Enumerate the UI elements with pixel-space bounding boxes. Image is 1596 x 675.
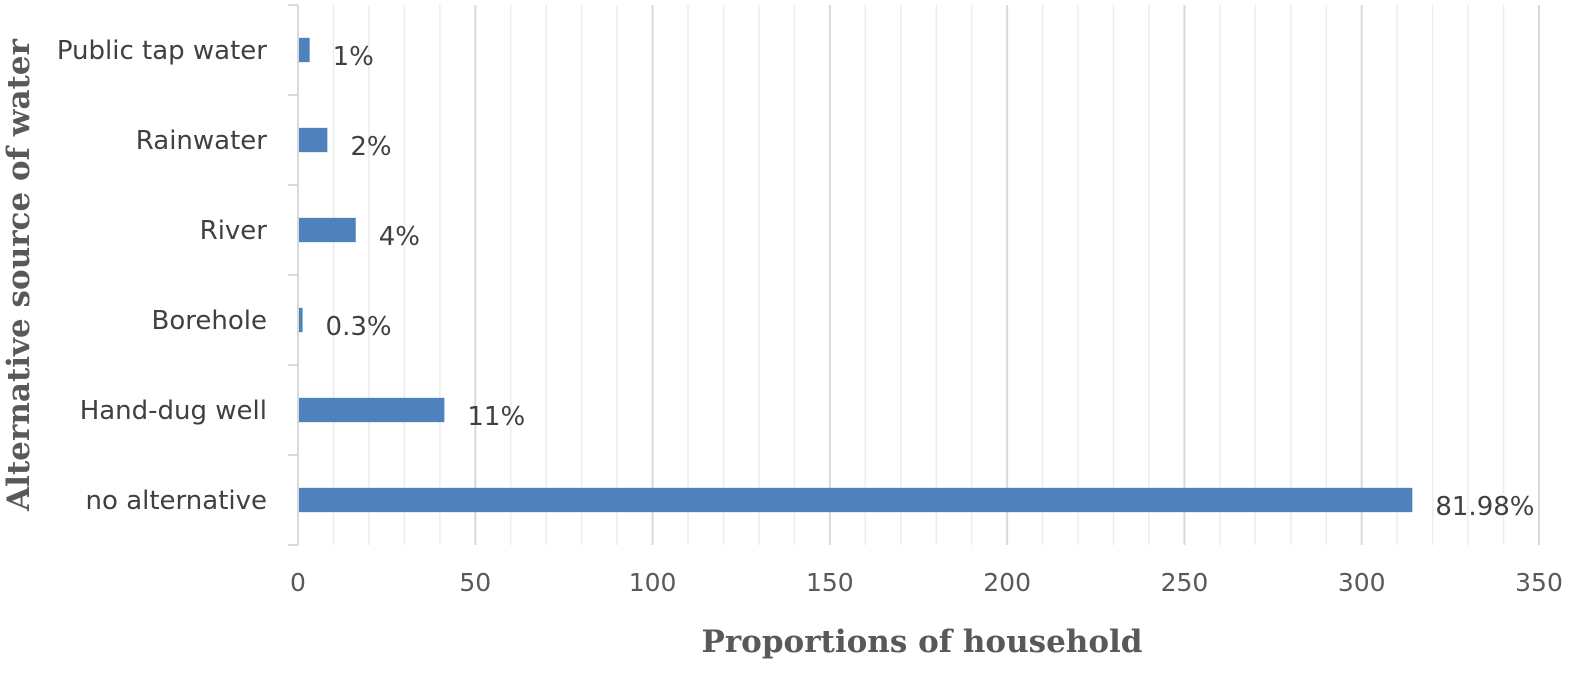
x-tick-label: 150 bbox=[806, 568, 854, 597]
category-label: no alternative bbox=[86, 486, 267, 516]
bar bbox=[299, 487, 1413, 513]
bar bbox=[299, 307, 303, 333]
x-tick-label: 100 bbox=[629, 568, 677, 597]
data-labels: 1% 2% 4% 0.3% 11% 81.98% bbox=[326, 42, 1535, 522]
major-gridlines bbox=[474, 5, 1540, 545]
x-tick-label: 300 bbox=[1338, 568, 1386, 597]
minor-gridlines bbox=[332, 5, 1505, 545]
x-tick-label: 0 bbox=[290, 568, 306, 597]
data-label: 81.98% bbox=[1435, 492, 1534, 522]
category-label: Hand-dug well bbox=[80, 396, 267, 426]
bar bbox=[299, 127, 328, 153]
y-axis bbox=[288, 4, 299, 546]
bar bbox=[299, 397, 445, 423]
category-label: Public tap water bbox=[57, 36, 267, 66]
category-label: Borehole bbox=[152, 306, 267, 336]
category-label: River bbox=[200, 216, 268, 246]
bars bbox=[299, 37, 1413, 513]
x-tick-label: 350 bbox=[1515, 568, 1563, 597]
category-label: Rainwater bbox=[136, 126, 268, 156]
data-label: 1% bbox=[333, 42, 374, 72]
x-tick-labels: 0 50 100 150 200 250 300 350 bbox=[290, 568, 1563, 597]
x-tick-label: 250 bbox=[1161, 568, 1209, 597]
bar bbox=[299, 37, 310, 63]
data-label: 4% bbox=[379, 222, 420, 252]
category-labels: Public tap water Rainwater River Borehole Ha… bbox=[57, 36, 267, 516]
data-label: 0.3% bbox=[326, 312, 392, 342]
x-axis-title: Proportions of household bbox=[702, 624, 1143, 660]
bar bbox=[299, 217, 356, 243]
data-label: 11% bbox=[467, 402, 525, 432]
data-label: 2% bbox=[350, 132, 391, 162]
x-tick-label: 50 bbox=[459, 568, 491, 597]
x-tick-label: 200 bbox=[983, 568, 1031, 597]
y-axis-title: Alternative source of water bbox=[1, 38, 37, 511]
